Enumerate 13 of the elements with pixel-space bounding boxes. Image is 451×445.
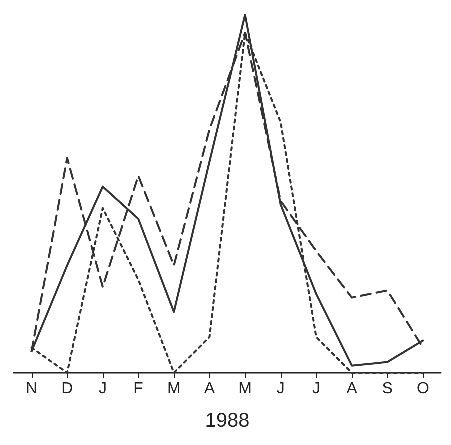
x-tick-label: F — [134, 380, 144, 398]
x-tick-label: M — [167, 380, 181, 398]
x-tick-label: D — [62, 380, 74, 398]
x-axis-title: 1988 — [205, 410, 250, 432]
x-tick-label: A — [346, 380, 358, 398]
x-tick-label: J — [98, 380, 107, 398]
x-tick-label: O — [416, 380, 430, 398]
x-tick-label: N — [26, 380, 38, 398]
x-tick-label: J — [276, 380, 285, 398]
x-tick-label: J — [312, 380, 320, 398]
x-tick-label: M — [238, 380, 252, 398]
x-tick-label: A — [204, 380, 216, 398]
x-tick-label: S — [382, 380, 393, 398]
